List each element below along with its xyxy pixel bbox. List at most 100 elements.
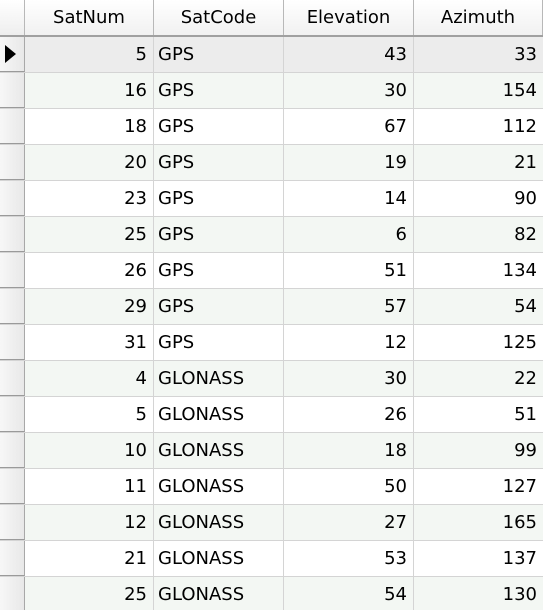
column-header-satnum[interactable]: SatNum bbox=[25, 0, 154, 35]
cell-satnum[interactable]: 4 bbox=[25, 361, 154, 396]
cell-satnum[interactable]: 5 bbox=[25, 397, 154, 432]
table-row[interactable]: 21 GLONASS 53 137 bbox=[0, 541, 543, 577]
cell-satcode[interactable]: GPS bbox=[154, 181, 284, 216]
cell-satcode[interactable]: GPS bbox=[154, 217, 284, 252]
table-row[interactable]: 25 GLONASS 54 130 bbox=[0, 577, 543, 610]
cell-satcode[interactable]: GLONASS bbox=[154, 577, 284, 610]
row-selector[interactable] bbox=[0, 109, 25, 144]
cell-azimuth[interactable]: 82 bbox=[514, 224, 537, 245]
cell-elevation[interactable]: 43 bbox=[284, 37, 414, 72]
row-selector[interactable] bbox=[0, 397, 25, 432]
row-selector[interactable] bbox=[0, 37, 25, 72]
cell-elevation[interactable]: 57 bbox=[284, 289, 414, 324]
row-selector[interactable] bbox=[0, 73, 25, 108]
cell-azimuth[interactable]: 99 bbox=[514, 440, 537, 461]
cell-satcode[interactable]: GLONASS bbox=[154, 469, 284, 504]
row-indicator-header[interactable] bbox=[0, 0, 25, 35]
column-header-azimuth[interactable]: Azimuth bbox=[414, 0, 543, 35]
cell-elevation[interactable]: 50 bbox=[284, 469, 414, 504]
cell-satnum[interactable]: 12 bbox=[25, 505, 154, 540]
column-header-elevation[interactable]: Elevation bbox=[284, 0, 414, 35]
table-row[interactable]: 11 GLONASS 50 127 bbox=[0, 469, 543, 505]
cell-satnum[interactable]: 26 bbox=[25, 253, 154, 288]
table-row[interactable]: 25 GPS 6 82 bbox=[0, 217, 543, 253]
cell-satnum[interactable]: 20 bbox=[25, 145, 154, 180]
cell-satnum[interactable]: 11 bbox=[25, 469, 154, 504]
cell-elevation[interactable]: 51 bbox=[284, 253, 414, 288]
cell-satcode[interactable]: GLONASS bbox=[154, 397, 284, 432]
cell-satnum[interactable]: 16 bbox=[25, 73, 154, 108]
table-row[interactable]: 26 GPS 51 134 bbox=[0, 253, 543, 289]
table-row[interactable]: 20 GPS 19 21 bbox=[0, 145, 543, 181]
cell-satnum[interactable]: 29 bbox=[25, 289, 154, 324]
row-selector[interactable] bbox=[0, 433, 25, 468]
table-row[interactable]: 23 GPS 14 90 bbox=[0, 181, 543, 217]
table-row[interactable]: 29 GPS 57 54 bbox=[0, 289, 543, 325]
table-row[interactable]: 16 GPS 30 154 bbox=[0, 73, 543, 109]
row-selector[interactable] bbox=[0, 577, 25, 610]
cell-elevation[interactable]: 19 bbox=[284, 145, 414, 180]
cell-satnum[interactable]: 21 bbox=[25, 541, 154, 576]
cell-satnum[interactable]: 23 bbox=[25, 181, 154, 216]
cell-satnum[interactable]: 31 bbox=[25, 325, 154, 360]
cell-azimuth[interactable]: 125 bbox=[502, 332, 537, 353]
cell-satcode[interactable]: GLONASS bbox=[154, 505, 284, 540]
cell-elevation[interactable]: 30 bbox=[284, 73, 414, 108]
cell-satnum[interactable]: 25 bbox=[25, 217, 154, 252]
cell-elevation[interactable]: 12 bbox=[284, 325, 414, 360]
cell-azimuth[interactable]: 137 bbox=[502, 548, 537, 569]
cell-elevation[interactable]: 26 bbox=[284, 397, 414, 432]
cell-azimuth[interactable]: 33 bbox=[514, 44, 537, 65]
cell-satcode[interactable]: GPS bbox=[154, 145, 284, 180]
cell-azimuth[interactable]: 51 bbox=[514, 404, 537, 425]
row-selector[interactable] bbox=[0, 325, 25, 360]
cell-satnum[interactable]: 5 bbox=[25, 37, 154, 72]
table-row[interactable]: 12 GLONASS 27 165 bbox=[0, 505, 543, 541]
row-selector[interactable] bbox=[0, 181, 25, 216]
row-selector[interactable] bbox=[0, 469, 25, 504]
cell-elevation[interactable]: 6 bbox=[284, 217, 414, 252]
cell-azimuth[interactable]: 21 bbox=[514, 152, 537, 173]
cell-azimuth[interactable]: 134 bbox=[502, 260, 537, 281]
row-selector[interactable] bbox=[0, 253, 25, 288]
row-selector[interactable] bbox=[0, 361, 25, 396]
cell-elevation[interactable]: 53 bbox=[284, 541, 414, 576]
row-selector[interactable] bbox=[0, 145, 25, 180]
cell-azimuth[interactable]: 22 bbox=[514, 368, 537, 389]
row-selector[interactable] bbox=[0, 541, 25, 576]
table-row[interactable]: 10 GLONASS 18 99 bbox=[0, 433, 543, 469]
cell-elevation[interactable]: 14 bbox=[284, 181, 414, 216]
cell-azimuth[interactable]: 130 bbox=[502, 584, 537, 605]
cell-satnum[interactable]: 18 bbox=[25, 109, 154, 144]
cell-azimuth[interactable]: 127 bbox=[502, 476, 537, 497]
cell-azimuth[interactable]: 112 bbox=[502, 116, 537, 137]
cell-satcode[interactable]: GPS bbox=[154, 109, 284, 144]
row-selector[interactable] bbox=[0, 505, 25, 540]
table-row[interactable]: 4 GLONASS 30 22 bbox=[0, 361, 543, 397]
cell-satcode[interactable]: GLONASS bbox=[154, 433, 284, 468]
cell-azimuth[interactable]: 54 bbox=[514, 296, 537, 317]
cell-elevation[interactable]: 30 bbox=[284, 361, 414, 396]
table-row[interactable]: 5 GLONASS 26 51 bbox=[0, 397, 543, 433]
cell-satnum[interactable]: 25 bbox=[25, 577, 154, 610]
cell-satcode[interactable]: GPS bbox=[154, 37, 284, 72]
column-header-satcode[interactable]: SatCode bbox=[154, 0, 284, 35]
cell-azimuth[interactable]: 90 bbox=[514, 188, 537, 209]
table-row[interactable]: 31 GPS 12 125 bbox=[0, 325, 543, 361]
cell-azimuth[interactable]: 154 bbox=[502, 80, 537, 101]
cell-elevation[interactable]: 54 bbox=[284, 577, 414, 610]
cell-satcode[interactable]: GPS bbox=[154, 73, 284, 108]
table-row[interactable]: 18 GPS 67 112 bbox=[0, 109, 543, 145]
cell-elevation[interactable]: 18 bbox=[284, 433, 414, 468]
table-row[interactable]: 5 GPS 43 33 bbox=[0, 37, 543, 73]
cell-satcode[interactable]: GPS bbox=[154, 325, 284, 360]
cell-elevation[interactable]: 27 bbox=[284, 505, 414, 540]
cell-satcode[interactable]: GLONASS bbox=[154, 361, 284, 396]
cell-satcode[interactable]: GLONASS bbox=[154, 541, 284, 576]
cell-elevation[interactable]: 67 bbox=[284, 109, 414, 144]
row-selector[interactable] bbox=[0, 217, 25, 252]
cell-satcode[interactable]: GPS bbox=[154, 253, 284, 288]
cell-satcode[interactable]: GPS bbox=[154, 289, 284, 324]
cell-azimuth[interactable]: 165 bbox=[502, 512, 537, 533]
row-selector[interactable] bbox=[0, 289, 25, 324]
